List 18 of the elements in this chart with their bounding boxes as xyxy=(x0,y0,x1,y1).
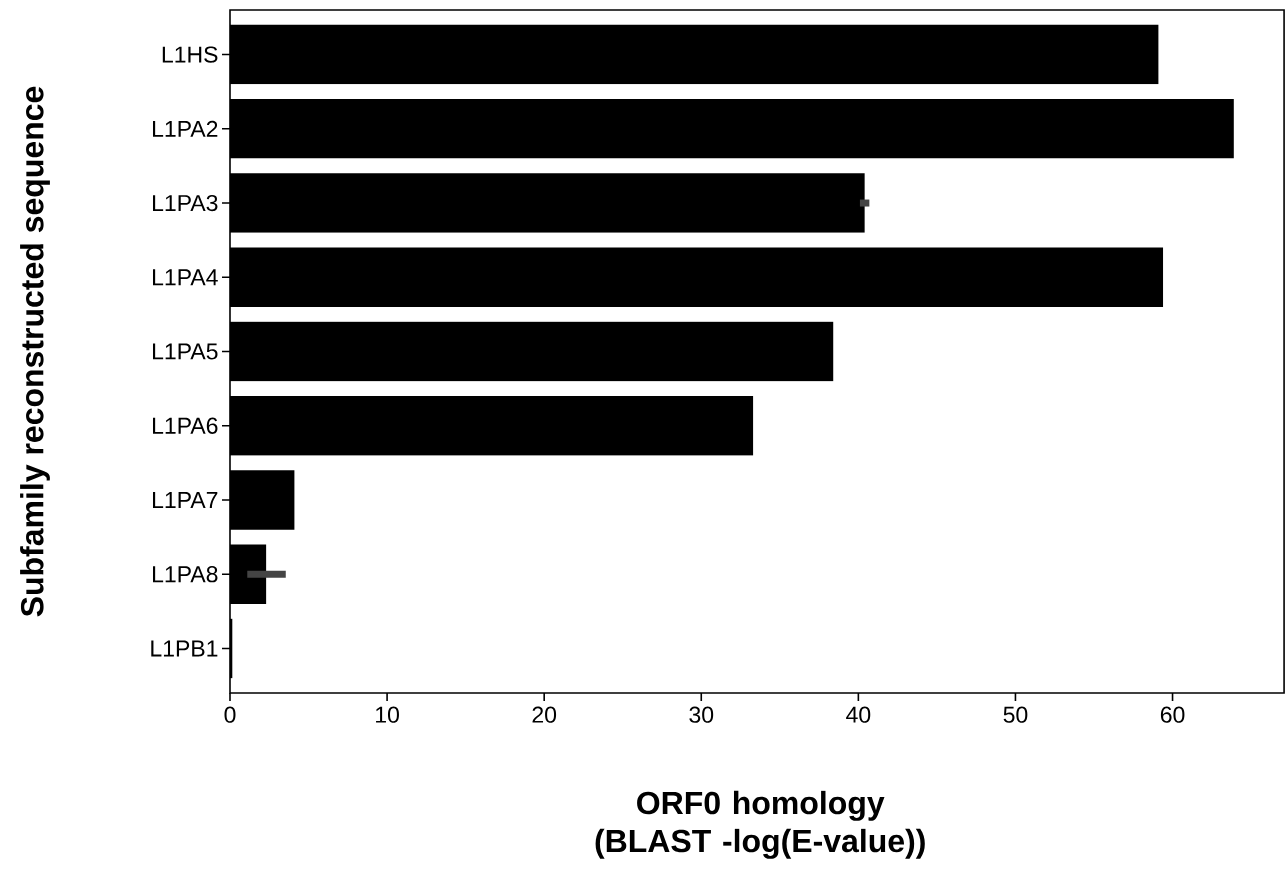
y-tick-label: L1PB1 xyxy=(151,640,218,657)
y-tick-label: L1PA7 xyxy=(153,492,218,508)
x-tick-label: 10 xyxy=(376,706,399,723)
x-tick-label: 0 xyxy=(224,706,236,723)
x-tick-label: 60 xyxy=(1160,706,1185,723)
y-tick-label: L1PA8 xyxy=(153,566,218,583)
x-tick-label: 50 xyxy=(1003,706,1028,723)
x-axis-title: ORF0 homology (BLAST -log(E-value)) xyxy=(595,790,925,859)
y-axis-title: Subfamily reconstructed sequence xyxy=(20,86,50,617)
y-tick-label: L1HS xyxy=(162,46,218,63)
y-tick-label: L1PA4 xyxy=(153,269,218,286)
x-tick-label: 20 xyxy=(532,706,557,723)
y-tick-label: L1PA2 xyxy=(153,120,218,137)
x-tick-label: 40 xyxy=(846,706,871,723)
y-tick-label: L1PA3 xyxy=(153,194,218,212)
x-tick-label: 30 xyxy=(689,706,714,723)
y-tick-label: L1PA5 xyxy=(153,343,218,360)
y-tick-label: L1PA6 xyxy=(153,417,218,434)
